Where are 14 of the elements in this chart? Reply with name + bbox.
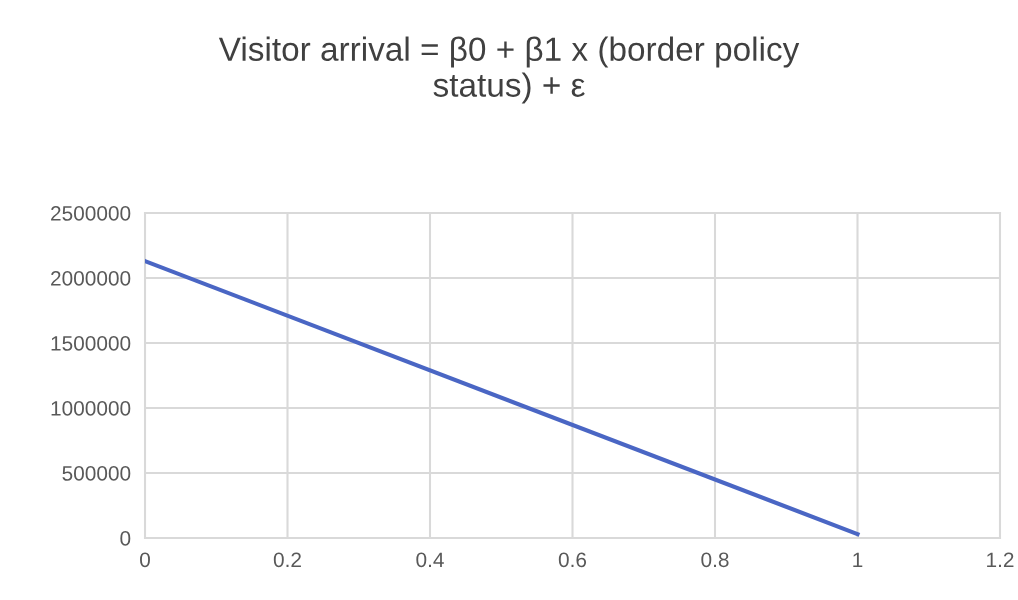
x-tick-label: 0.2 xyxy=(273,552,301,568)
x-tick-label: 0 xyxy=(140,552,150,568)
y-tick-label: 0 xyxy=(120,531,131,546)
y-tick-label: 500000 xyxy=(62,466,131,481)
x-tick-label: 0.6 xyxy=(558,552,587,568)
chart-title: Visitor arrival = β0 + β1 x (border policy status) + ε xyxy=(218,36,800,104)
y-tick-label: 2500000 xyxy=(51,206,131,221)
x-tick-label: 0.4 xyxy=(416,552,444,568)
x-tick-label: 1 xyxy=(853,552,863,567)
y-tick-label: 2000000 xyxy=(51,271,131,286)
x-tick-label: 0.8 xyxy=(701,552,729,568)
x-tick-label: 1.2 xyxy=(987,552,1014,567)
y-tick-label: 1000000 xyxy=(51,401,131,416)
y-tick-label: 1500000 xyxy=(51,336,131,351)
